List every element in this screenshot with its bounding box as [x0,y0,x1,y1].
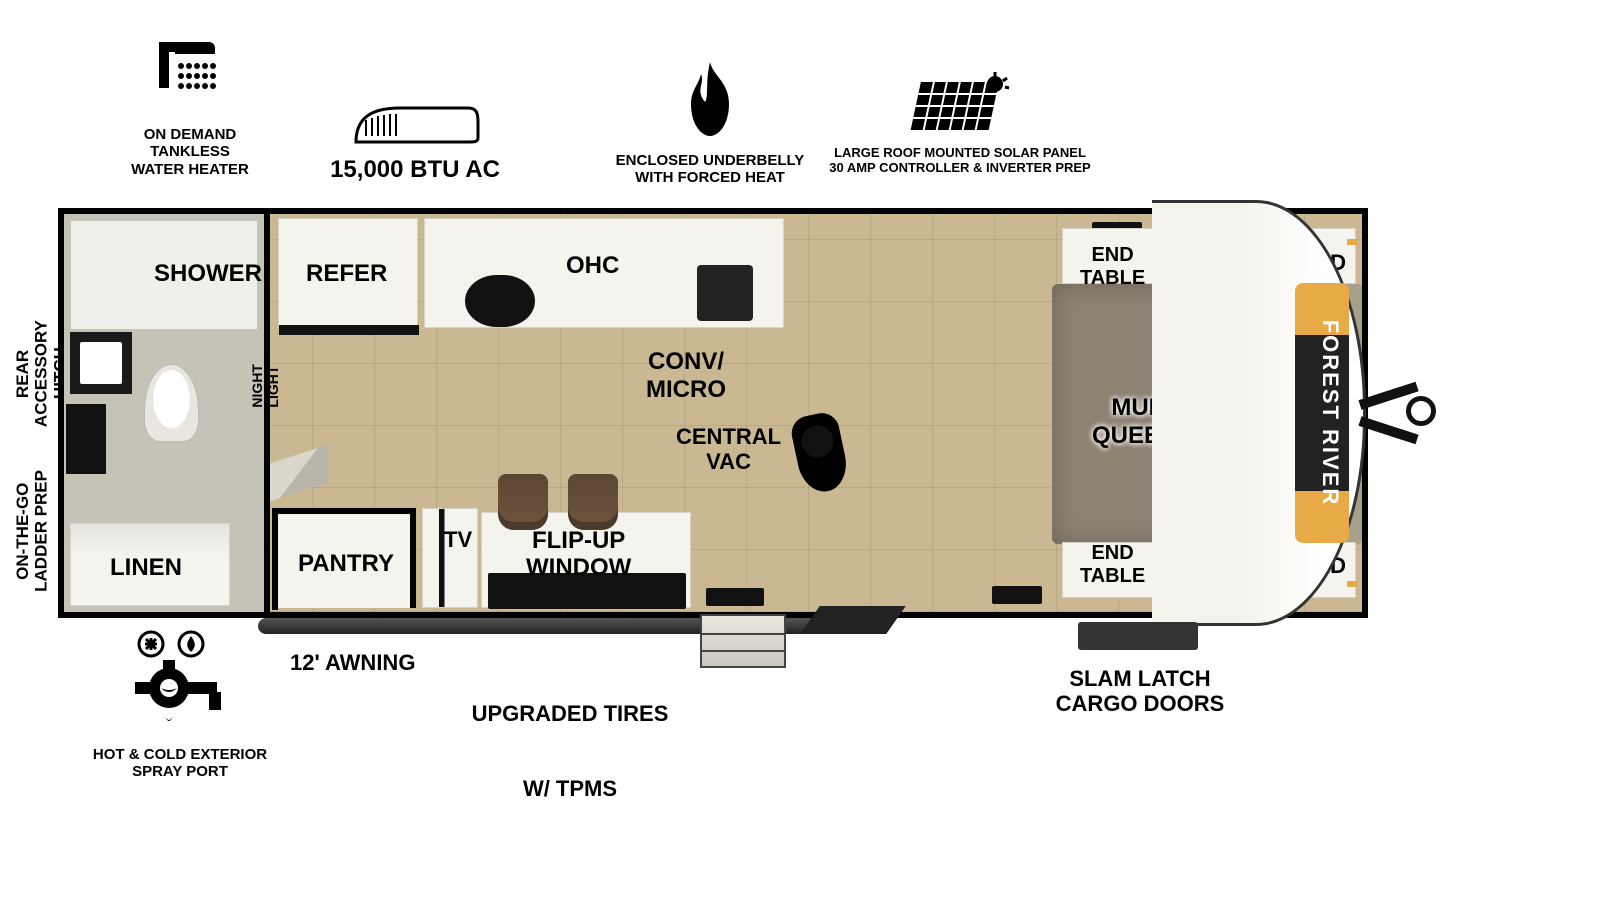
boot-print-icon [788,410,851,496]
floor-vent [706,588,764,606]
ohc-label: OHC [566,252,619,280]
feature-water-heater: ON DEMAND TANKLESS WATER HEATER [100,38,280,178]
cargo-label: SLAM LATCH CARGO DOORS [1030,666,1250,717]
feature-ac: 15,000 BTU AC [300,100,530,184]
linen-label: LINEN [110,554,182,582]
marker-light [1347,239,1357,245]
shower-icon [151,38,229,120]
bath-vent [66,404,106,474]
dining-chair [568,474,618,530]
text: SPRAY PORT [80,763,280,780]
bathroom: SHOWER NIGHT LIGHT LINEN [64,214,270,612]
tv-cabinet [422,508,478,608]
front-cap: FOREST RIVER [1152,200,1366,626]
text: UPGRADED TIRES [460,701,680,726]
flip-window-label: FLIP-UP WINDOW [526,527,631,582]
end-table-label: END TABLE [1080,542,1145,588]
feature-underbelly: ENCLOSED UNDERBELLY WITH FORCED HEAT [580,60,840,187]
text: TANKLESS [100,143,280,160]
skylight [992,586,1042,604]
text: 15,000 BTU AC [300,156,530,184]
conv-micro-label: CONV/ MICRO [646,348,726,403]
entry-steps [700,614,786,668]
refer-label: REFER [306,260,387,288]
text: ON DEMAND [100,126,280,143]
dining-chair [498,474,548,530]
kitchen-sink [465,275,535,327]
marker-light [1347,581,1357,587]
awning-label: 12' AWNING [290,650,415,675]
text: 30 AMP CONTROLLER & INVERTER PREP [810,161,1110,176]
text: W/ TPMS [460,776,680,801]
flame-icon [675,60,745,146]
hitch [1360,378,1430,448]
feature-spray-port: HOT & COLD EXTERIOR SPRAY PORT [80,630,280,781]
bath-sink [70,332,132,394]
cooktop [697,265,753,321]
text: SLAM LATCH [1030,666,1250,691]
text: ENCLOSED UNDERBELLY [580,152,840,169]
shower-label: SHOWER [154,260,262,288]
entry-door [800,606,906,634]
central-vac-label: CENTRAL VAC [676,424,781,475]
pantry-label: PANTRY [298,550,394,578]
tires-label: UPGRADED TIRES W/ TPMS [460,650,680,827]
brand-label: FOREST RIVER [1317,320,1343,507]
spray-port-icon [125,630,235,740]
text: WITH FORCED HEAT [580,169,840,186]
feature-solar: LARGE ROOF MOUNTED SOLAR PANEL 30 AMP CO… [810,72,1110,176]
cargo-door [1078,622,1198,650]
text: WATER HEATER [100,161,280,178]
tv-label: TV [444,527,472,552]
text: CARGO DOORS [1030,691,1250,716]
toilet [144,364,199,442]
interior-step [270,445,328,502]
text: HOT & COLD EXTERIOR [80,746,280,763]
solar-panel-icon [905,72,1015,140]
ladder-prep-label: ON-THE-GO LADDER PREP [14,470,51,592]
ac-unit-icon [350,100,480,150]
text: LARGE ROOF MOUNTED SOLAR PANEL [810,146,1110,161]
